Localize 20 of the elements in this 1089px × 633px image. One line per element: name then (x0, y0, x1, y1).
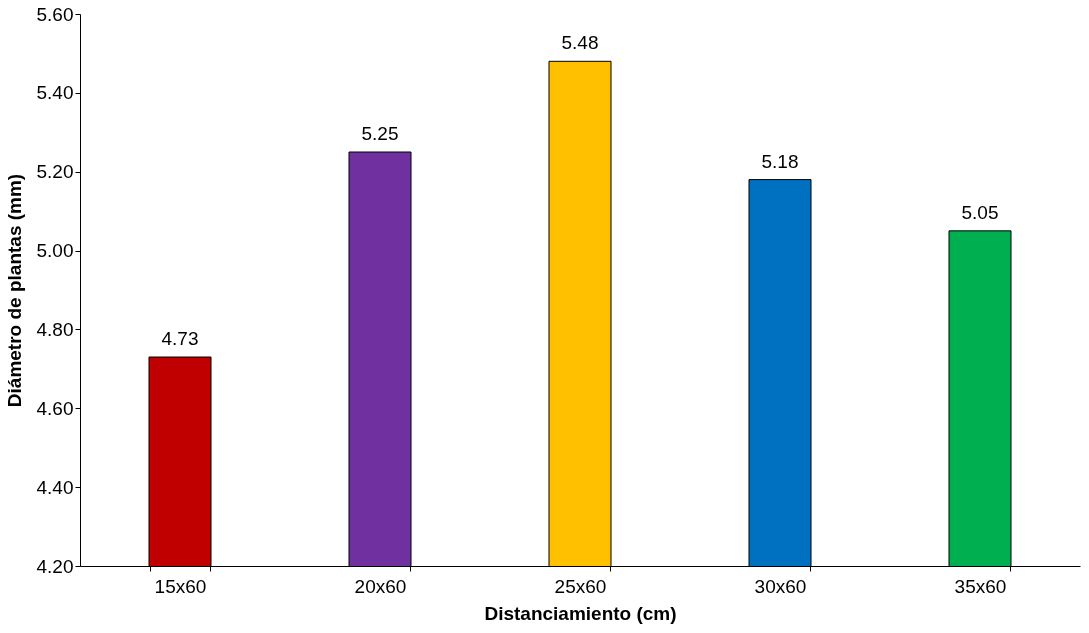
y-tick-label: 5.20 (36, 161, 74, 183)
y-tick-label: 4.80 (36, 318, 74, 340)
data-label: 5.18 (761, 150, 799, 172)
x-tick-label: 35x60 (954, 575, 1007, 597)
x-tick-label: 15x60 (154, 575, 207, 597)
y-tick-label: 4.60 (36, 397, 74, 419)
data-label: 5.05 (961, 201, 999, 223)
data-label: 5.48 (561, 32, 599, 54)
x-tick-label: 25x60 (554, 575, 607, 597)
x-axis-title: Distanciamiento (cm) (484, 602, 677, 624)
y-tick-label: 5.40 (36, 82, 74, 104)
data-label: 4.73 (161, 328, 199, 350)
x-tick-label: 30x60 (754, 575, 807, 597)
y-tick-label: 5.60 (36, 3, 74, 25)
y-tick-label: 4.40 (36, 476, 74, 498)
y-tick-label: 4.20 (36, 555, 74, 577)
data-label: 5.25 (361, 123, 399, 144)
y-tick-label: 5.00 (36, 240, 74, 262)
y-axis-title: Diámetro de plantas (mm) (3, 173, 25, 408)
x-tick-label: 20x60 (354, 575, 407, 597)
